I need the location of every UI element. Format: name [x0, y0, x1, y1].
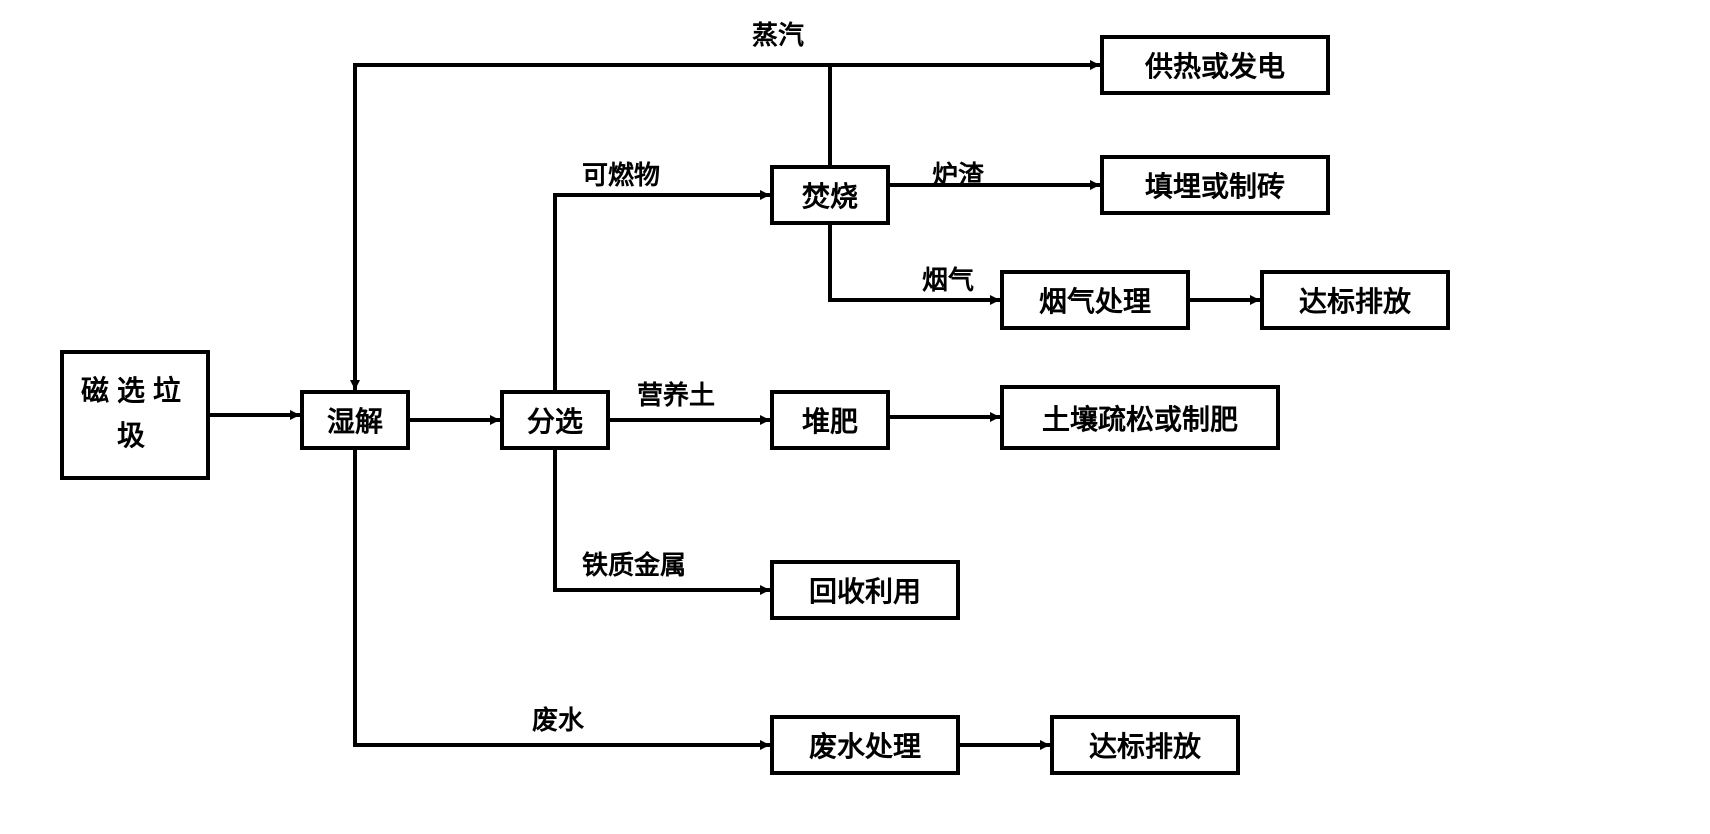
node-heat-text: 供热或发电	[1145, 45, 1285, 85]
label-wwater: 废水	[530, 700, 586, 737]
node-emit1: 达标排放	[1260, 270, 1450, 330]
node-source: 磁选垃圾	[60, 350, 210, 480]
node-wet-text: 湿解	[327, 400, 383, 440]
node-fluegas: 烟气处理	[1000, 270, 1190, 330]
node-sort-text: 分选	[527, 400, 583, 440]
node-incinerate: 焚烧	[770, 165, 890, 225]
node-soil-text: 土壤疏松或制肥	[1042, 398, 1238, 438]
node-emit1-text: 达标排放	[1299, 280, 1411, 320]
node-wet: 湿解	[300, 390, 410, 450]
node-recycle-text: 回收利用	[809, 570, 921, 610]
node-emit2-text: 达标排放	[1089, 725, 1201, 765]
node-emit2: 达标排放	[1050, 715, 1240, 775]
node-recycle: 回收利用	[770, 560, 960, 620]
node-fluegas-text: 烟气处理	[1039, 280, 1151, 320]
edge-sort-incinerate	[555, 195, 770, 390]
node-source-text: 磁选垃圾	[74, 370, 196, 460]
node-wastewater: 废水处理	[770, 715, 960, 775]
label-flue: 烟气	[920, 260, 976, 297]
label-ferrous: 铁质金属	[580, 545, 688, 582]
label-slag: 炉渣	[930, 155, 986, 192]
node-landfill-text: 填埋或制砖	[1145, 165, 1285, 205]
node-heat: 供热或发电	[1100, 35, 1330, 95]
label-steam: 蒸汽	[750, 15, 806, 52]
edge-steam-wet	[355, 65, 830, 390]
node-landfill: 填埋或制砖	[1100, 155, 1330, 215]
node-compost-text: 堆肥	[802, 400, 858, 440]
label-nutrient: 营养土	[635, 375, 717, 412]
node-wastewater-text: 废水处理	[809, 725, 921, 765]
node-compost: 堆肥	[770, 390, 890, 450]
edge-incinerate-heat	[830, 65, 1100, 165]
node-sort: 分选	[500, 390, 610, 450]
node-incinerate-text: 焚烧	[802, 175, 858, 215]
node-soil: 土壤疏松或制肥	[1000, 385, 1280, 450]
label-combust: 可燃物	[580, 155, 662, 192]
